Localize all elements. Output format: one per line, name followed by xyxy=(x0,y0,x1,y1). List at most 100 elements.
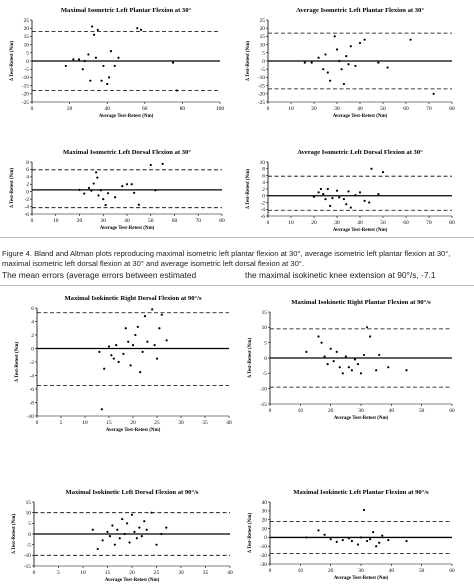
data-point xyxy=(372,531,375,534)
data-point xyxy=(363,38,366,41)
chart-7: Maximal Isokinetic Left Dorsal Flexion a… xyxy=(12,489,233,583)
y-axis-label: Δ Test-Retest (Nm) xyxy=(248,513,253,553)
data-point xyxy=(155,357,159,360)
chart-title: Average Isometric Left Dorsal Flexion at… xyxy=(297,149,423,156)
body-text-left: The mean errors (average errors between … xyxy=(2,270,197,280)
y-tick-label: 15 xyxy=(262,310,268,316)
data-point xyxy=(122,352,125,355)
x-tick-label: 80 xyxy=(180,106,186,112)
x-tick-label: 50 xyxy=(419,568,425,574)
data-point xyxy=(358,41,362,45)
x-tick-label: 5 xyxy=(57,570,60,576)
data-point xyxy=(347,366,350,369)
data-point xyxy=(108,535,112,538)
data-point xyxy=(109,50,113,53)
chart-title: Maximal Isokinetic Left Dorsal Flexion a… xyxy=(65,489,198,496)
chart-4: Average Isometric Left Dorsal Flexion at… xyxy=(246,149,455,233)
y-tick-label: -25 xyxy=(22,100,29,106)
data-point xyxy=(113,64,116,68)
x-tick-label: 20 xyxy=(129,570,135,576)
data-point xyxy=(377,61,380,64)
data-point xyxy=(347,63,350,66)
data-point xyxy=(107,345,111,348)
data-point xyxy=(375,545,378,548)
data-point xyxy=(145,528,148,531)
y-tick-label: 20 xyxy=(262,518,268,524)
x-tick-label: 40 xyxy=(389,568,395,574)
chart-title: Average Isometric Left Plantar Flexion a… xyxy=(296,7,424,14)
x-tick-label: 20 xyxy=(77,218,83,224)
data-point xyxy=(133,530,136,533)
x-tick-label: 40 xyxy=(226,420,232,426)
x-axis-label: Average Test-Retest (Nm) xyxy=(106,428,161,433)
x-tick-label: 0 xyxy=(269,568,272,574)
x-axis-label: Average Test-Retest (Nm) xyxy=(333,228,388,233)
chart-title: Maximal Isokinetic Right Dorsal Flexion … xyxy=(64,295,202,302)
data-point xyxy=(322,68,325,71)
x-tick-label: 50 xyxy=(419,408,425,414)
x-tick-label: 0 xyxy=(267,220,270,226)
x-tick-label: 10 xyxy=(288,106,294,112)
x-tick-label: 10 xyxy=(82,420,88,426)
data-point xyxy=(338,59,341,63)
data-point xyxy=(333,35,336,38)
data-point xyxy=(324,198,327,201)
data-point xyxy=(370,167,373,170)
y-tick-label: 0 xyxy=(264,535,267,541)
data-point xyxy=(354,64,357,68)
y-axis-label: Δ Test-Retest (Nm) xyxy=(15,342,20,382)
y-tick-label: 5 xyxy=(264,340,267,346)
data-point xyxy=(171,61,175,64)
data-point xyxy=(347,537,350,540)
x-tick-label: 60 xyxy=(172,218,178,224)
data-point xyxy=(121,185,124,188)
x-tick-label: 100 xyxy=(216,106,224,112)
data-point xyxy=(377,192,380,196)
chart-2: Average Isometric Left Plantar Flexion a… xyxy=(246,7,455,119)
data-point xyxy=(350,539,353,543)
y-tick-label: -4 xyxy=(30,373,35,379)
data-point xyxy=(113,543,116,546)
x-tick-label: 25 xyxy=(154,420,160,426)
x-tick-label: 0 xyxy=(33,570,36,576)
data-point xyxy=(150,511,153,514)
x-tick-label: 10 xyxy=(80,570,86,576)
data-point xyxy=(326,71,329,74)
data-point xyxy=(94,56,98,59)
data-point xyxy=(353,358,357,361)
data-point xyxy=(409,38,412,41)
x-tick-label: 40 xyxy=(357,106,363,112)
y-tick-label: -5 xyxy=(27,542,32,548)
x-tick-label: 30 xyxy=(334,106,340,112)
data-point xyxy=(95,171,98,174)
data-point xyxy=(153,344,156,347)
x-tick-label: 10 xyxy=(298,408,304,414)
data-point xyxy=(96,28,99,31)
data-point xyxy=(110,354,113,357)
x-tick-label: 10 xyxy=(288,220,294,226)
data-point xyxy=(359,536,363,539)
x-tick-label: 30 xyxy=(178,420,184,426)
y-tick-label: -6 xyxy=(25,212,30,218)
data-point xyxy=(96,547,99,551)
x-axis-label: Average Test-Retest (Nm) xyxy=(334,576,389,581)
data-point xyxy=(72,58,75,61)
data-point xyxy=(359,372,363,375)
data-point xyxy=(135,537,138,540)
data-point xyxy=(146,340,149,343)
y-tick-label: -20 xyxy=(22,92,29,98)
chart-1: Maximal Isometric Left Plantar Flexion a… xyxy=(10,7,224,119)
y-tick-label: -10 xyxy=(258,75,265,81)
y-tick-label: 2 xyxy=(26,182,29,188)
data-point xyxy=(143,520,146,523)
y-tick-label: -2 xyxy=(25,197,30,203)
data-point xyxy=(329,79,332,82)
data-point xyxy=(165,526,168,529)
data-point xyxy=(317,56,320,59)
x-axis-label: Average Test-Retest (Nm) xyxy=(99,114,154,119)
y-tick-label: 5 xyxy=(26,51,29,57)
data-point xyxy=(106,82,109,86)
data-point xyxy=(141,350,144,353)
y-tick-label: -10 xyxy=(22,75,29,81)
x-tick-label: 0 xyxy=(31,106,34,112)
